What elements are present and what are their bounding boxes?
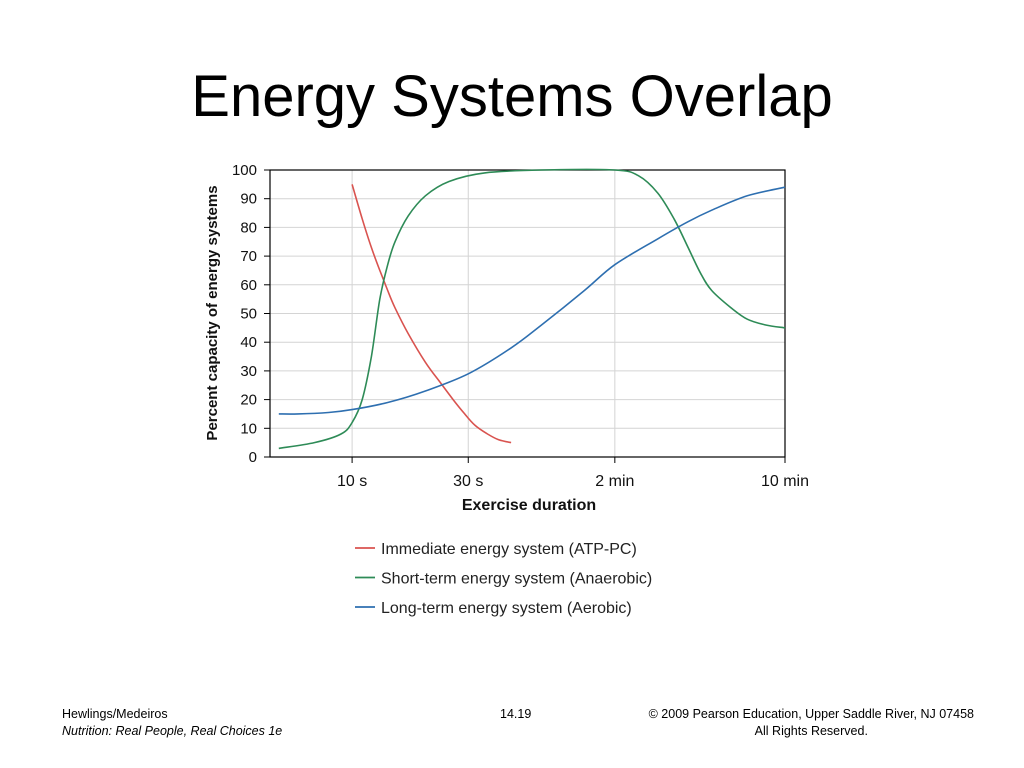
legend-label: Immediate energy system (ATP-PC)	[381, 541, 637, 558]
y-tick-label: 20	[240, 392, 257, 409]
footer-copyright-line1: © 2009 Pearson Education, Upper Saddle R…	[648, 707, 974, 721]
y-tick-label: 80	[240, 219, 257, 236]
slide-title: Energy Systems Overlap	[191, 64, 833, 129]
x-axis-label: Exercise duration	[462, 497, 596, 514]
series-lines	[278, 168, 786, 450]
legend-label: Long-term energy system (Aerobic)	[381, 600, 632, 617]
series-line-2	[278, 168, 786, 450]
legend: Immediate energy system (ATP-PC) Short-te…	[355, 541, 652, 617]
footer-book-title: Nutrition: Real People, Real Choices 1e	[62, 724, 283, 738]
footer-copyright: © 2009 Pearson Education, Upper Saddle R…	[649, 706, 974, 740]
grid	[264, 169, 786, 463]
x-tick-label: 30 s	[453, 473, 483, 490]
y-tick-label: 100	[232, 162, 257, 179]
y-tick-label: 70	[240, 248, 257, 265]
x-tick-label: 10 s	[337, 473, 367, 490]
y-tick-label: 0	[249, 449, 257, 466]
y-tick-label: 90	[240, 191, 257, 208]
y-tick-label: 60	[240, 277, 257, 294]
series-line-1	[351, 184, 512, 444]
x-tick-labels: 10 s 30 s 2 min 10 min	[337, 473, 809, 490]
footer-credits: Hewlings/Medeiros Nutrition: Real People…	[62, 706, 282, 740]
y-tick-label: 30	[240, 363, 257, 380]
legend-label: Short-term energy system (Anaerobic)	[381, 571, 652, 588]
y-axis-label: Percent capacity of energy systems	[204, 185, 221, 440]
footer-authors: Hewlings/Medeiros	[62, 707, 168, 721]
footer-page-number: 14.19	[500, 707, 532, 721]
x-tick-label: 2 min	[595, 473, 634, 490]
y-tick-label: 10	[240, 420, 257, 437]
series-line-3	[278, 186, 786, 415]
y-tick-label: 40	[240, 334, 257, 351]
footer-copyright-line2: All Rights Reserved.	[754, 724, 868, 738]
y-tick-label: 50	[240, 306, 257, 323]
y-tick-labels: 0 10 20 30 40 50 60 70 80 90 100	[232, 162, 257, 466]
x-tick-label: 10 min	[761, 473, 809, 490]
